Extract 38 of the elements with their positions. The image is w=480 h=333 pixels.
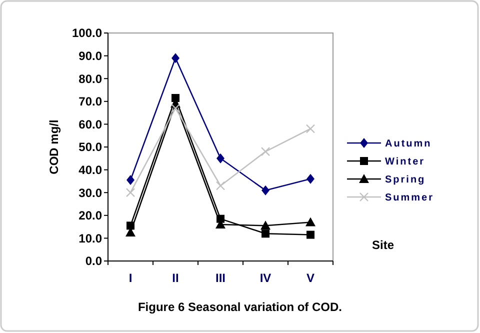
point [172, 94, 180, 102]
point [126, 188, 136, 198]
legend-label: Winter [385, 156, 426, 168]
point [262, 185, 270, 196]
y-tick-label: 0.0 [85, 254, 102, 268]
legend-label: Summer [385, 192, 434, 204]
point [260, 220, 270, 230]
point [216, 153, 224, 164]
point [306, 124, 316, 134]
y-tick-label: 20.0 [78, 208, 102, 223]
y-tick-label: 100.0 [72, 26, 102, 40]
text: Figure 6 Seasonal variation of COD. [138, 300, 342, 314]
y-tick-label: 60.0 [78, 117, 102, 132]
point [306, 230, 314, 239]
x-axis-title: Site [372, 238, 394, 252]
y-tick-label: 80.0 [78, 72, 102, 86]
y-tick-label: 40.0 [78, 163, 102, 177]
legend-label: Spring [385, 174, 426, 186]
x-tick-label: IV [260, 271, 272, 285]
y-axis-title: COD mg/l [47, 120, 61, 174]
y-tick-label: 10.0 [78, 231, 102, 246]
x-tick-label: II [172, 271, 179, 285]
x-tick-label: V [306, 271, 315, 285]
x-tick-label: III [215, 271, 226, 285]
point [260, 146, 270, 156]
point [172, 53, 180, 64]
point [262, 230, 270, 238]
x-tick-label: I [128, 271, 132, 285]
point [306, 174, 314, 184]
point [126, 175, 134, 186]
point [216, 181, 226, 190]
legend-label: Autumn [385, 138, 432, 150]
y-tick-label: 50.0 [78, 140, 102, 154]
point [306, 217, 316, 226]
point [170, 104, 180, 113]
y-tick-label: 90.0 [78, 49, 102, 63]
y-tick-label: 70.0 [78, 94, 102, 109]
y-tick-label: 30.0 [78, 186, 102, 200]
